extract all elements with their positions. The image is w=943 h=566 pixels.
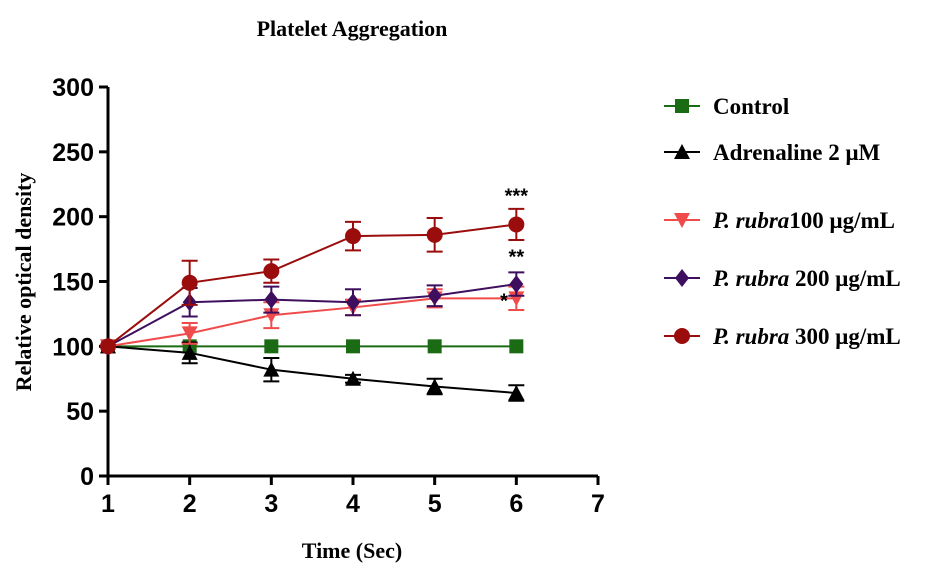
legend-marker	[674, 213, 690, 228]
legend-item-2: P. rubra100 μg/mL	[664, 208, 895, 233]
data-point	[181, 344, 198, 360]
data-point	[508, 216, 525, 233]
x-tick-label: 7	[591, 490, 605, 518]
series-2	[100, 285, 525, 355]
y-tick-label: 100	[52, 333, 94, 361]
data-point	[263, 263, 280, 280]
legend-label: P. rubra 200 μg/mL	[712, 266, 901, 291]
data-point	[264, 339, 279, 354]
data-point	[345, 228, 361, 245]
data-point	[508, 385, 525, 401]
legend-label: P. rubra100 μg/mL	[712, 208, 895, 233]
axes: 1 2 3 4 5 6 7 0 50 100 150 200 250 300	[52, 74, 605, 518]
data-point	[346, 339, 360, 354]
data-point	[509, 275, 524, 294]
data-point	[426, 226, 443, 243]
y-tick-label: 250	[52, 139, 94, 167]
y-tick-label: 200	[52, 204, 94, 232]
legend-label: Control	[713, 94, 789, 119]
data-point	[181, 274, 198, 291]
x-tick-label: 4	[346, 490, 360, 518]
data-point	[100, 338, 116, 355]
legend-item-1: Adrenaline 2 μM	[664, 140, 881, 165]
significance-label: *	[500, 290, 508, 312]
x-axis-title: Time (Sec)	[302, 538, 402, 563]
x-tick-label: 2	[183, 490, 197, 518]
data-point	[345, 370, 361, 386]
legend-marker	[675, 269, 689, 287]
series-line	[107, 345, 517, 395]
y-tick-label: 300	[52, 74, 94, 102]
series-line	[107, 283, 517, 348]
data-point	[346, 293, 360, 312]
series-1	[100, 338, 525, 402]
legend-item-4: P. rubra 300 μg/mL	[664, 324, 901, 349]
data-point	[264, 290, 279, 309]
legend-label: Adrenaline 2 μM	[713, 140, 881, 165]
legend-label: P. rubra 300 μg/mL	[712, 324, 901, 349]
legend-marker	[674, 328, 690, 344]
x-tick-label: 6	[509, 490, 523, 518]
series-3	[101, 271, 525, 356]
x-tick-label: 3	[264, 490, 278, 518]
y-axis-title: Relative optical density	[11, 173, 36, 392]
data-point	[427, 286, 442, 305]
x-tick-label: 1	[101, 490, 115, 518]
x-tick-label: 5	[428, 490, 442, 518]
data-point	[181, 326, 198, 342]
legend-marker	[674, 144, 690, 159]
series-line	[107, 297, 517, 348]
y-tick-label: 50	[66, 398, 94, 426]
data-point	[427, 339, 442, 354]
legend-item-3: P. rubra 200 μg/mL	[664, 266, 901, 291]
data-point	[426, 378, 443, 394]
significance-label: **	[509, 246, 525, 268]
y-tick-label: 0	[80, 463, 94, 491]
plot-area: ******	[100, 185, 529, 402]
series-line	[107, 223, 517, 348]
series-4	[100, 207, 525, 355]
chart-title: Platelet Aggregation	[257, 16, 448, 41]
legend-marker	[675, 99, 689, 113]
data-point	[509, 339, 524, 354]
significance-label: ***	[505, 185, 529, 207]
data-point	[263, 361, 280, 377]
legend-item-0: Control	[664, 94, 789, 119]
legend: Control Adrenaline 2 μM P. rubra100 μg/mL P…	[664, 94, 901, 349]
y-tick-label: 150	[52, 269, 94, 297]
